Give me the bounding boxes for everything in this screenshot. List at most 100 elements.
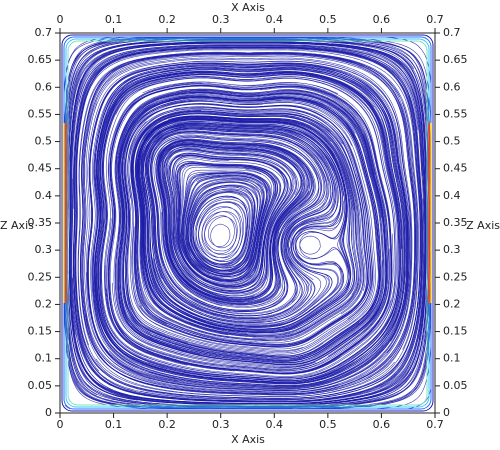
streamline xyxy=(130,111,371,348)
streamline xyxy=(137,116,350,337)
x-tick-label-top: 0.7 xyxy=(426,13,444,26)
y-tick-label-left: 0.4 xyxy=(35,189,53,202)
x-tick-label-top: 0.6 xyxy=(373,13,391,26)
x-tick-label-top: 0 xyxy=(57,13,64,26)
streamline xyxy=(162,146,303,300)
y-tick-label-right: 0.7 xyxy=(443,26,461,39)
streamlines xyxy=(63,36,432,410)
streamline xyxy=(119,97,380,361)
wall-streamline xyxy=(61,34,434,412)
streamline xyxy=(128,108,368,351)
streamline xyxy=(158,142,311,304)
y-tick-label-right: 0.6 xyxy=(443,80,461,93)
streamline xyxy=(127,106,370,346)
streamline xyxy=(139,122,355,333)
streamline xyxy=(131,110,363,340)
streamline xyxy=(381,36,432,89)
streamline xyxy=(124,100,373,352)
streamline xyxy=(71,45,423,402)
y-tick-label-right: 0 xyxy=(443,406,450,419)
streamline xyxy=(98,74,398,380)
streamline xyxy=(114,87,389,367)
y-tick-label-right: 0.55 xyxy=(443,107,468,120)
y-tick-label-right: 0.2 xyxy=(443,297,461,310)
streamline xyxy=(96,73,400,382)
streamline xyxy=(148,130,329,319)
streamline xyxy=(85,60,412,393)
y-tick-label-left: 0.45 xyxy=(28,162,53,175)
streamline xyxy=(97,72,400,380)
streamline xyxy=(141,121,347,325)
streamline xyxy=(90,65,407,388)
x-tick-label-top: 0.1 xyxy=(105,13,123,26)
streamline xyxy=(118,96,381,362)
streamline xyxy=(174,156,278,285)
y-tick-label-right: 0.15 xyxy=(443,325,468,338)
z-axis-title-left: Z Axis xyxy=(0,219,34,232)
streamline xyxy=(104,77,396,375)
axes: 000.10.10.20.20.30.30.40.40.50.50.60.60.… xyxy=(28,13,468,431)
streamline xyxy=(87,63,408,389)
streamline xyxy=(100,77,396,378)
y-tick-label-left: 0.5 xyxy=(35,135,53,148)
streamline xyxy=(145,125,331,325)
streamline xyxy=(107,85,390,372)
y-tick-label-left: 0.05 xyxy=(28,379,53,392)
streamline xyxy=(101,74,397,377)
y-tick-label-left: 0.25 xyxy=(28,270,53,283)
streamline xyxy=(181,169,273,280)
streamline xyxy=(94,70,401,383)
x-tick-label-bottom: 0.4 xyxy=(266,418,284,431)
streamline xyxy=(132,109,361,345)
y-tick-label-left: 0.15 xyxy=(28,325,53,338)
streamline xyxy=(63,36,136,101)
streamline xyxy=(122,97,376,357)
y-tick-label-left: 0 xyxy=(45,406,52,419)
streamline xyxy=(146,127,336,321)
streamline xyxy=(73,47,421,401)
x-tick-label-bottom: 0.7 xyxy=(426,418,444,431)
y-tick-label-left: 0.6 xyxy=(35,80,53,93)
streamline xyxy=(184,172,267,277)
y-tick-label-left: 0.3 xyxy=(35,243,53,256)
y-tick-label-right: 0.25 xyxy=(443,270,468,283)
streamline xyxy=(67,41,427,406)
streamline xyxy=(169,155,285,290)
y-tick-label-right: 0.1 xyxy=(443,352,461,365)
streamline xyxy=(178,164,279,287)
streamline xyxy=(84,58,411,391)
streamline xyxy=(130,109,365,342)
streamline xyxy=(112,92,386,368)
streamline xyxy=(72,47,423,403)
streamline xyxy=(156,138,316,307)
streamline xyxy=(119,96,379,358)
wall-streamline xyxy=(67,40,428,406)
streamline xyxy=(68,42,425,405)
y-tick-label-right: 0.5 xyxy=(443,135,461,148)
y-tick-label-right: 0.65 xyxy=(443,53,468,66)
streamline xyxy=(100,73,400,379)
streamline xyxy=(309,36,432,145)
y-tick-label-right: 0.05 xyxy=(443,379,468,392)
streamline xyxy=(104,83,393,374)
streamline xyxy=(140,119,339,328)
streamline xyxy=(184,175,264,277)
y-tick-label-left: 0.2 xyxy=(35,297,53,310)
y-tick-label-left: 0.7 xyxy=(35,26,53,39)
streamline xyxy=(100,76,399,381)
x-tick-label-bottom: 0.5 xyxy=(319,418,337,431)
streamline xyxy=(80,54,415,395)
x-tick-label-bottom: 0.2 xyxy=(158,418,176,431)
streamline xyxy=(168,154,288,292)
y-tick-label-right: 0.45 xyxy=(443,162,468,175)
streamline xyxy=(141,124,350,330)
streamline xyxy=(155,137,320,309)
streamline xyxy=(92,68,406,387)
x-tick-label-top: 0.4 xyxy=(266,13,284,26)
y-tick-label-right: 0.3 xyxy=(443,243,461,256)
x-tick-label-bottom: 0 xyxy=(57,418,64,431)
x-axis-title-top: X Axis xyxy=(231,1,265,14)
streamline xyxy=(77,52,419,399)
y-tick-label-right: 0.4 xyxy=(443,189,461,202)
